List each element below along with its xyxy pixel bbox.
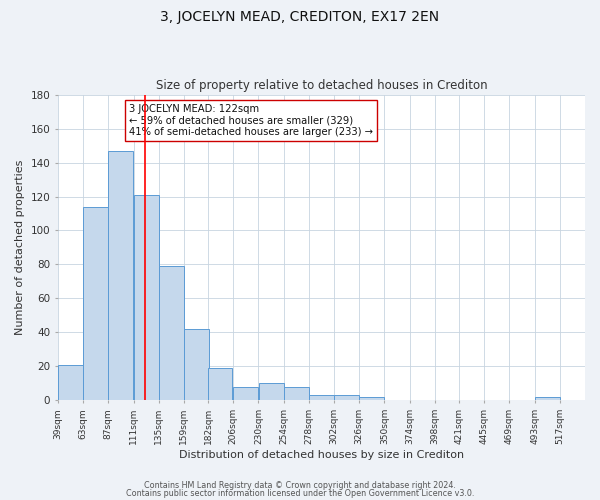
Bar bbox=[184, 329, 209, 400]
Bar bbox=[359, 397, 385, 400]
Bar bbox=[159, 266, 184, 400]
Bar bbox=[208, 368, 232, 400]
Title: Size of property relative to detached houses in Crediton: Size of property relative to detached ho… bbox=[155, 79, 487, 92]
Text: 3, JOCELYN MEAD, CREDITON, EX17 2EN: 3, JOCELYN MEAD, CREDITON, EX17 2EN bbox=[160, 10, 440, 24]
Bar bbox=[259, 384, 284, 400]
Bar bbox=[309, 396, 334, 400]
Bar bbox=[233, 387, 259, 400]
Text: Contains public sector information licensed under the Open Government Licence v3: Contains public sector information licen… bbox=[126, 488, 474, 498]
Bar bbox=[134, 195, 158, 400]
Bar bbox=[334, 396, 359, 400]
Bar bbox=[284, 387, 309, 400]
X-axis label: Distribution of detached houses by size in Crediton: Distribution of detached houses by size … bbox=[179, 450, 464, 460]
Bar bbox=[58, 364, 83, 400]
Text: 3 JOCELYN MEAD: 122sqm
← 59% of detached houses are smaller (329)
41% of semi-de: 3 JOCELYN MEAD: 122sqm ← 59% of detached… bbox=[129, 104, 373, 137]
Text: Contains HM Land Registry data © Crown copyright and database right 2024.: Contains HM Land Registry data © Crown c… bbox=[144, 481, 456, 490]
Bar bbox=[535, 397, 560, 400]
Y-axis label: Number of detached properties: Number of detached properties bbox=[15, 160, 25, 335]
Bar bbox=[109, 150, 133, 400]
Bar bbox=[83, 206, 108, 400]
